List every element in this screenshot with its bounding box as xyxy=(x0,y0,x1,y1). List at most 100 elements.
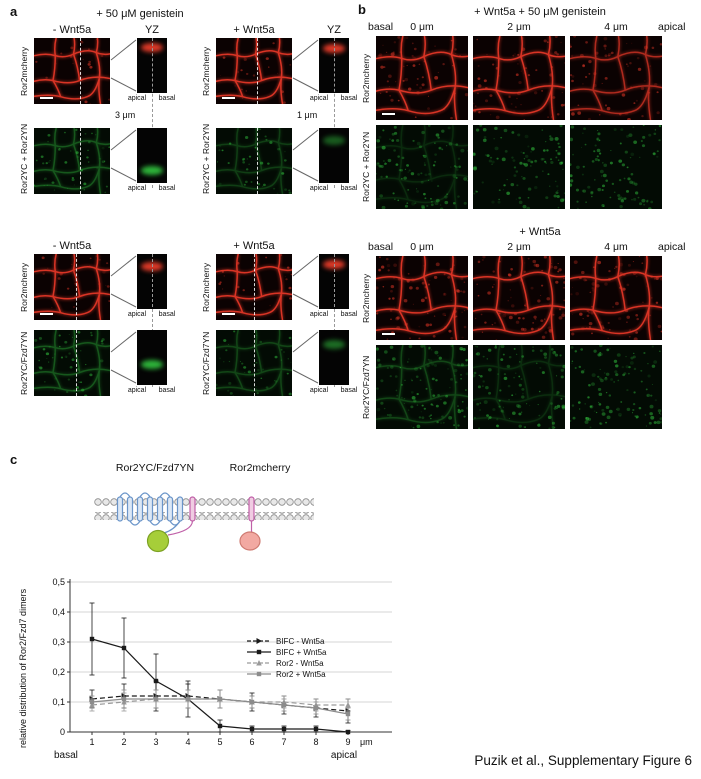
magnification-lines xyxy=(292,331,319,384)
yz-section-green xyxy=(137,330,167,385)
scale-bar xyxy=(222,96,235,99)
membrane-signal-band xyxy=(140,360,164,369)
basal-label: basal xyxy=(340,95,358,102)
fluorescence-image-red xyxy=(376,256,468,340)
speckle-art xyxy=(570,256,662,340)
membrane-signal-band xyxy=(322,136,346,145)
svg-text:0: 0 xyxy=(60,727,65,737)
row-label-ror2mcherry: Ror2mcherry xyxy=(361,53,371,103)
svg-text:8: 8 xyxy=(313,737,318,747)
y-axis-label: relative distribution of Ror2/Fzd7 dimer… xyxy=(18,588,28,748)
row-label-ror2mcherry: Ror2mcherry xyxy=(19,46,29,96)
svg-text:1: 1 xyxy=(89,737,94,747)
slice-position-line xyxy=(79,128,81,194)
mcherry-fluorophore xyxy=(239,531,261,551)
legend-item: Ror2 - Wnt5a xyxy=(246,658,326,668)
panel-a-label: a xyxy=(10,4,18,19)
magnification-lines xyxy=(292,129,319,182)
membrane-signal-band xyxy=(322,340,346,349)
membrane-signal-band xyxy=(322,44,346,53)
fluorescence-image-green xyxy=(473,125,565,209)
membrane-signal-band xyxy=(140,166,164,175)
svg-text:6: 6 xyxy=(249,737,254,747)
row-label-bifc: Ror2YC + Ror2YN xyxy=(201,123,211,194)
speckle-art xyxy=(218,254,292,318)
condition-label: - Wnt5a xyxy=(52,24,92,36)
panel-b-bottom-block: + Wnt5a basal 0 μm 2 μm 4 μm apical Ror2… xyxy=(360,226,700,438)
speckle-art xyxy=(376,125,468,209)
svg-text:basal: basal xyxy=(54,750,78,761)
fluorescence-image-red xyxy=(473,256,565,340)
col-header-2um: 2 μm xyxy=(507,241,531,253)
figure-citation: Puzik et al., Supplementary Figure 6 xyxy=(474,753,692,768)
fluorescence-image-green xyxy=(376,125,468,209)
speckle-art xyxy=(376,256,468,340)
slice-offset-dashed-line xyxy=(152,254,153,387)
legend-item: BIFC + Wnt5a xyxy=(246,647,326,657)
slice-position-line xyxy=(79,38,81,104)
ror2mcherry-tm-helix xyxy=(248,496,255,532)
legend-label: Ror2 - Wnt5a xyxy=(276,658,324,668)
magnification-lines xyxy=(110,39,137,92)
depth-label: 1 μm xyxy=(297,110,318,120)
fluorescence-image-green xyxy=(34,330,110,396)
magnification-lines xyxy=(292,39,319,92)
apical-label: apical xyxy=(127,387,147,394)
panel-a-group-bottom-left: - Wnt5a Ror2mcherry apical basal Ror2YC/… xyxy=(19,240,202,415)
legend-item: Ror2 + Wnt5a xyxy=(246,669,326,679)
row-label-bifc: Ror2YC/Fzd7YN xyxy=(361,355,371,419)
svg-text:0,1: 0,1 xyxy=(52,697,65,707)
col-header-0um: 0 μm xyxy=(410,241,434,253)
legend-marker-ror2-minus-wnt5a xyxy=(247,660,271,666)
scale-bar xyxy=(382,112,395,115)
speckle-art xyxy=(34,128,110,194)
row-label-bifc: Ror2YC/Fzd7YN xyxy=(19,331,29,395)
apical-label: apical xyxy=(127,185,147,192)
scale-bar xyxy=(40,312,53,315)
legend-marker-bifc-minus-wnt5a xyxy=(247,638,271,644)
speckle-art xyxy=(473,36,565,120)
scale-bar xyxy=(40,96,53,99)
diagram-left-complex-label: Ror2YC/Fzd7YN xyxy=(115,462,195,474)
panel-b-bottom-title: + Wnt5a xyxy=(519,226,561,238)
svg-text:0,4: 0,4 xyxy=(52,607,65,617)
row-label-ror2mcherry: Ror2mcherry xyxy=(201,46,211,96)
fluorescence-image-green xyxy=(473,345,565,429)
col-header-apical: apical xyxy=(658,241,686,253)
fluorescence-image-red xyxy=(570,36,662,120)
membrane-schematic xyxy=(94,492,314,553)
panel-b-top-title: + Wnt5a + 50 μM genistein xyxy=(474,6,606,18)
fluorescence-image-red xyxy=(216,38,292,104)
condition-label: + Wnt5a xyxy=(233,24,275,36)
speckle-art xyxy=(473,125,565,209)
legend-marker-bifc-plus-wnt5a xyxy=(247,649,271,655)
apical-label: apical xyxy=(309,311,329,318)
legend-item: BIFC - Wnt5a xyxy=(246,636,326,646)
fzd7-seven-tm-helices xyxy=(116,492,184,534)
row-label-bifc: Ror2YC + Ror2YN xyxy=(19,123,29,194)
slice-offset-dashed-line xyxy=(334,38,335,188)
fluorescence-image-green xyxy=(570,345,662,429)
legend-marker-ror2-plus-wnt5a xyxy=(247,671,271,677)
panel-c-chart: relative distribution of Ror2/Fzd7 dimer… xyxy=(18,572,410,778)
basal-label: basal xyxy=(340,185,358,192)
condition-label: + Wnt5a xyxy=(233,240,275,252)
fluorescence-image-red xyxy=(376,36,468,120)
svg-text:4: 4 xyxy=(185,737,190,747)
yz-section-green xyxy=(137,128,167,183)
svg-text:2: 2 xyxy=(121,737,126,747)
panel-a-group-top-right: + Wnt5a YZ Ror2mcherry apical basal 1 μm… xyxy=(201,24,384,224)
svg-text:9: 9 xyxy=(345,737,350,747)
fluorescence-image-red xyxy=(216,254,292,320)
depth-label: 3 μm xyxy=(115,110,136,120)
basal-label: basal xyxy=(158,185,176,192)
magnification-lines xyxy=(110,331,137,384)
magnification-lines xyxy=(110,255,137,308)
basal-label: basal xyxy=(340,311,358,318)
speckle-art xyxy=(41,255,110,309)
col-header-basal: basal xyxy=(368,241,394,253)
speckle-art xyxy=(216,128,292,194)
ror2yc-tm-helix xyxy=(167,496,196,536)
scale-bar xyxy=(222,312,235,315)
svg-text:7: 7 xyxy=(281,737,286,747)
